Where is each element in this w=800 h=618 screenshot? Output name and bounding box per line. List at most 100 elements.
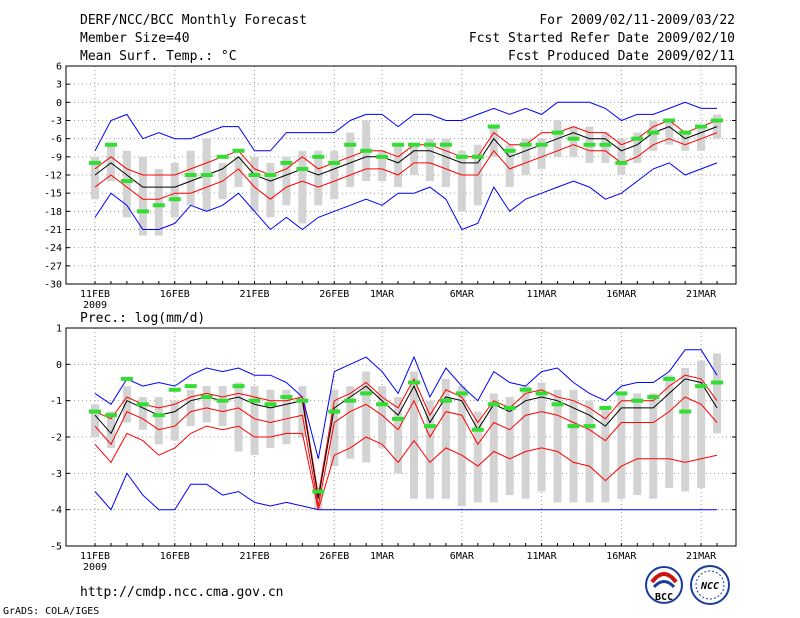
y-tick-label: -30 [44,280,62,291]
ensemble-box [154,397,163,445]
observation-marker [312,489,325,494]
source-url[interactable]: http://cmdp.ncc.cma.gov.cn [80,585,284,600]
x-tick-label: 26FEB [319,289,349,300]
precip-panel-title: Prec.: log(mm/d) [80,311,205,326]
temperature-panel: 6 3 0 -3 -6 -9 -12 -15 -18 -21 -24 -27 -30 11FEB 16FEB… [44,62,737,311]
ensemble-box [521,138,530,175]
ensemble-box [649,393,658,499]
x-year-label: 2009 [83,562,107,573]
observation-marker [583,424,596,429]
ensemble-box [378,150,387,182]
observation-marker [280,160,293,165]
observation-marker [535,391,548,396]
observation-marker [711,380,724,385]
ensemble-box [665,120,674,145]
ensemble-box [505,397,514,496]
series-line-upper [94,119,718,176]
y-tick-label: -21 [44,225,62,236]
x-tick-label: 21MAR [686,551,717,562]
observation-marker [328,160,341,165]
observation-marker [184,384,197,389]
ensemble-box [266,389,275,448]
ensemble-box [601,132,610,163]
x-tick-label: 16FEB [160,289,190,300]
x-tick-label: 11FEB [80,551,110,562]
observation-marker [455,391,468,396]
observation-marker [615,160,628,165]
observation-marker [264,402,277,407]
series-line-max [94,349,718,459]
x-tick-label: 21FEB [239,289,269,300]
ensemble-box [218,386,227,427]
ensemble-box [489,393,498,503]
observation-marker [695,384,708,389]
ensemble-box [681,132,690,151]
y-tick-label: -15 [44,189,62,200]
ensemble-box [138,397,147,430]
observation-marker [168,197,181,202]
ensemble-box [234,382,243,452]
forecast-started-date: Fcst Started Refer Date 2009/02/10 [469,31,735,46]
ensemble-box [425,400,434,499]
observation-marker [392,142,405,147]
observation-marker [296,398,309,403]
ensemble-box [425,138,434,182]
x-tick-label: 16MAR [606,289,637,300]
series-line-lower [94,132,718,200]
ensemble-box [649,120,658,151]
y-tick-label: -2 [50,433,62,444]
ensemble-box [186,389,195,427]
observation-marker [152,203,165,208]
series-line-lower [94,396,718,507]
y-tick-label: -12 [44,171,62,182]
ensemble-box [681,367,690,492]
observation-marker [200,395,213,400]
y-tick-label: -3 [50,116,62,127]
ensemble-box [537,382,546,492]
y-tick-label: -24 [44,243,62,254]
observation-marker [248,398,261,403]
x-tick-label: 16FEB [160,551,190,562]
observation-marker [200,173,213,177]
ensemble-box [266,162,275,218]
observation-marker [376,154,389,159]
ensemble-box [154,168,163,236]
observation-marker [647,395,660,400]
observation-marker [695,124,708,129]
observation-marker [136,209,149,214]
ensemble-box [601,407,610,503]
observation-marker [711,118,724,123]
forecast-period: For 2009/02/11-2009/03/22 [539,13,735,28]
x-tick-label: 6MAR [450,289,475,300]
x-tick-label: 6MAR [450,551,475,562]
observation-marker [471,427,484,432]
observation-marker [89,409,101,414]
observation-marker [679,409,692,414]
y-tick-label: -9 [50,152,62,163]
observation-marker [89,160,101,165]
ensemble-box [282,156,291,206]
ensemble-box [91,404,99,437]
observation-marker [439,398,452,403]
observation-marker [631,136,644,141]
observation-marker [663,376,676,381]
observation-marker [360,391,373,396]
y-tick-label: -5 [50,542,62,553]
ensemble-box [250,386,259,456]
observation-marker [567,424,580,429]
observation-marker [280,395,293,400]
ensemble-box [633,393,642,496]
ensemble-box [202,386,211,423]
forecast-produced-date: Fcst Produced Date 2009/02/11 [508,49,735,64]
x-tick-label: 21FEB [239,551,269,562]
ensemble-box [585,400,594,503]
observation-marker [663,118,676,123]
observation-marker [344,398,357,403]
ensemble-box [473,411,482,503]
observation-marker [599,142,612,147]
ensemble-box [521,386,530,499]
observation-marker [120,376,133,381]
ensemble-box [346,386,355,459]
ensemble-box [298,150,307,224]
ensemble-box [394,144,403,188]
